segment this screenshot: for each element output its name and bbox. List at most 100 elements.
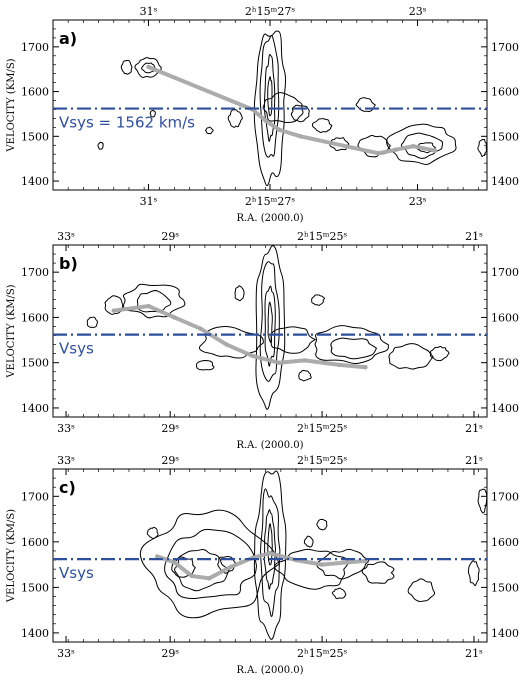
ridge-point (224, 342, 229, 347)
y-tick-label-right: 1500 (491, 357, 519, 370)
contour-line (329, 137, 350, 152)
vsys-label: Vsys = 1562 km/s (59, 114, 195, 132)
y-tick-label-left: 1400 (21, 627, 49, 640)
y-tick-label-left: 1600 (21, 311, 49, 324)
contour-line (139, 509, 280, 619)
panel-label: c) (59, 478, 76, 497)
y-tick-label-right: 1400 (491, 175, 519, 188)
contour-line (407, 578, 436, 602)
y-tick-label-left: 1600 (21, 86, 49, 99)
x-tick-label-top: 21ˢ (465, 454, 483, 467)
panel-a: 1400 1400 1500 1500 1600 1600 1700 1700 31ˢ 2ʰ15ᵐ… (6, 5, 519, 224)
ridge-point (198, 326, 203, 331)
x-tick-label-top: 23ˢ (409, 5, 427, 18)
ridge-point (337, 362, 342, 368)
y-tick-label-right: 1600 (491, 86, 519, 99)
contour-line (198, 326, 264, 359)
ridge-point (345, 560, 351, 565)
ridge-point (376, 151, 381, 156)
contour-line (262, 92, 304, 124)
contour-line (267, 76, 273, 117)
contour-line (267, 523, 273, 566)
contour-line (290, 104, 310, 123)
panel-label: a) (59, 29, 77, 48)
x-tick-label-bottom: 33ˢ (57, 647, 75, 660)
contour-line (477, 138, 487, 157)
contour-line (120, 59, 133, 75)
ridge-point (276, 360, 281, 365)
contour-line (267, 301, 273, 344)
x-tick-label-bottom: 29ˢ (161, 422, 179, 435)
y-tick-label-right: 1500 (491, 581, 519, 594)
contour-line (361, 561, 395, 584)
contour-line (164, 528, 258, 600)
ridge-point (250, 353, 255, 359)
contour-line (467, 560, 480, 587)
contour-line (429, 345, 450, 362)
ridge-point (189, 573, 195, 579)
y-axis-title: VELOCITY (KM/S) (6, 509, 17, 603)
y-tick-label-left: 1400 (21, 175, 49, 188)
contour-line (316, 518, 328, 531)
contour-line (260, 488, 281, 617)
contour-set (139, 470, 488, 640)
contour-line (255, 245, 286, 410)
contour-line (270, 326, 317, 354)
x-tick-label-top: 2ʰ15ᵐ25ˢ (297, 230, 347, 243)
x-tick-label-top: 2ʰ15ᵐ25ˢ (297, 454, 347, 467)
x-tick-label-top: 21ˢ (465, 230, 483, 243)
contour-line (136, 290, 172, 313)
ridge-point (228, 564, 234, 570)
contour-line (149, 109, 157, 118)
contour-line (316, 548, 370, 580)
contour-line (264, 285, 276, 367)
y-tick-label-right: 1700 (491, 490, 519, 503)
y-tick-label-left: 1500 (21, 130, 49, 143)
ridge-point (146, 64, 151, 70)
x-tick-label-top: 31ˢ (140, 5, 158, 18)
contour-line (122, 283, 186, 319)
contour-line (253, 30, 287, 187)
contour-line (298, 369, 312, 382)
ridge-point (393, 147, 399, 152)
contour-line (263, 53, 276, 142)
x-tick-label-top: 33ˢ (57, 454, 75, 467)
contour-line (386, 123, 457, 166)
x-tick-label-top: 33ˢ (57, 230, 75, 243)
contour-line (259, 261, 280, 382)
contour-line (388, 343, 434, 370)
contour-line (263, 509, 277, 590)
ridge-point (276, 127, 281, 132)
ridge-point (411, 143, 416, 149)
x-tick-label-bottom: 2ʰ15ᵐ25ˢ (297, 647, 347, 660)
contour-line (311, 294, 325, 306)
y-tick-label-right: 1400 (491, 627, 519, 640)
x-tick-label-bottom: 21ˢ (465, 647, 483, 660)
ridge-point (263, 118, 268, 123)
y-tick-label-left: 1500 (21, 581, 49, 594)
y-tick-label-right: 1500 (491, 130, 519, 143)
x-axis-title: R.A. (2000.0) (236, 440, 303, 451)
contour-line (174, 549, 230, 592)
contour-line (311, 118, 333, 133)
contour-line (86, 316, 99, 328)
ridge-point (302, 358, 307, 363)
contour-line (141, 62, 156, 74)
plot-frame (52, 468, 488, 643)
panel-b: 1400 1400 1500 1500 1600 1600 1700 1700 33ˢ 29ˢ 2ʰ… (6, 230, 519, 451)
contour-line (104, 295, 124, 315)
y-tick-label-right: 1600 (491, 311, 519, 324)
contour-line (330, 337, 378, 360)
contour-line (331, 587, 347, 600)
x-tick-label-top: 29ˢ (161, 230, 179, 243)
contour-line (97, 141, 104, 150)
y-tick-label-right: 1400 (491, 402, 519, 415)
contour-line (227, 109, 243, 128)
x-tick-label-top: 29ˢ (161, 454, 179, 467)
y-tick-label-right: 1700 (491, 41, 519, 54)
y-tick-label-left: 1700 (21, 266, 49, 279)
velocity-ridge-line (111, 304, 368, 370)
contour-line (195, 359, 215, 371)
y-tick-label-right: 1600 (491, 536, 519, 549)
